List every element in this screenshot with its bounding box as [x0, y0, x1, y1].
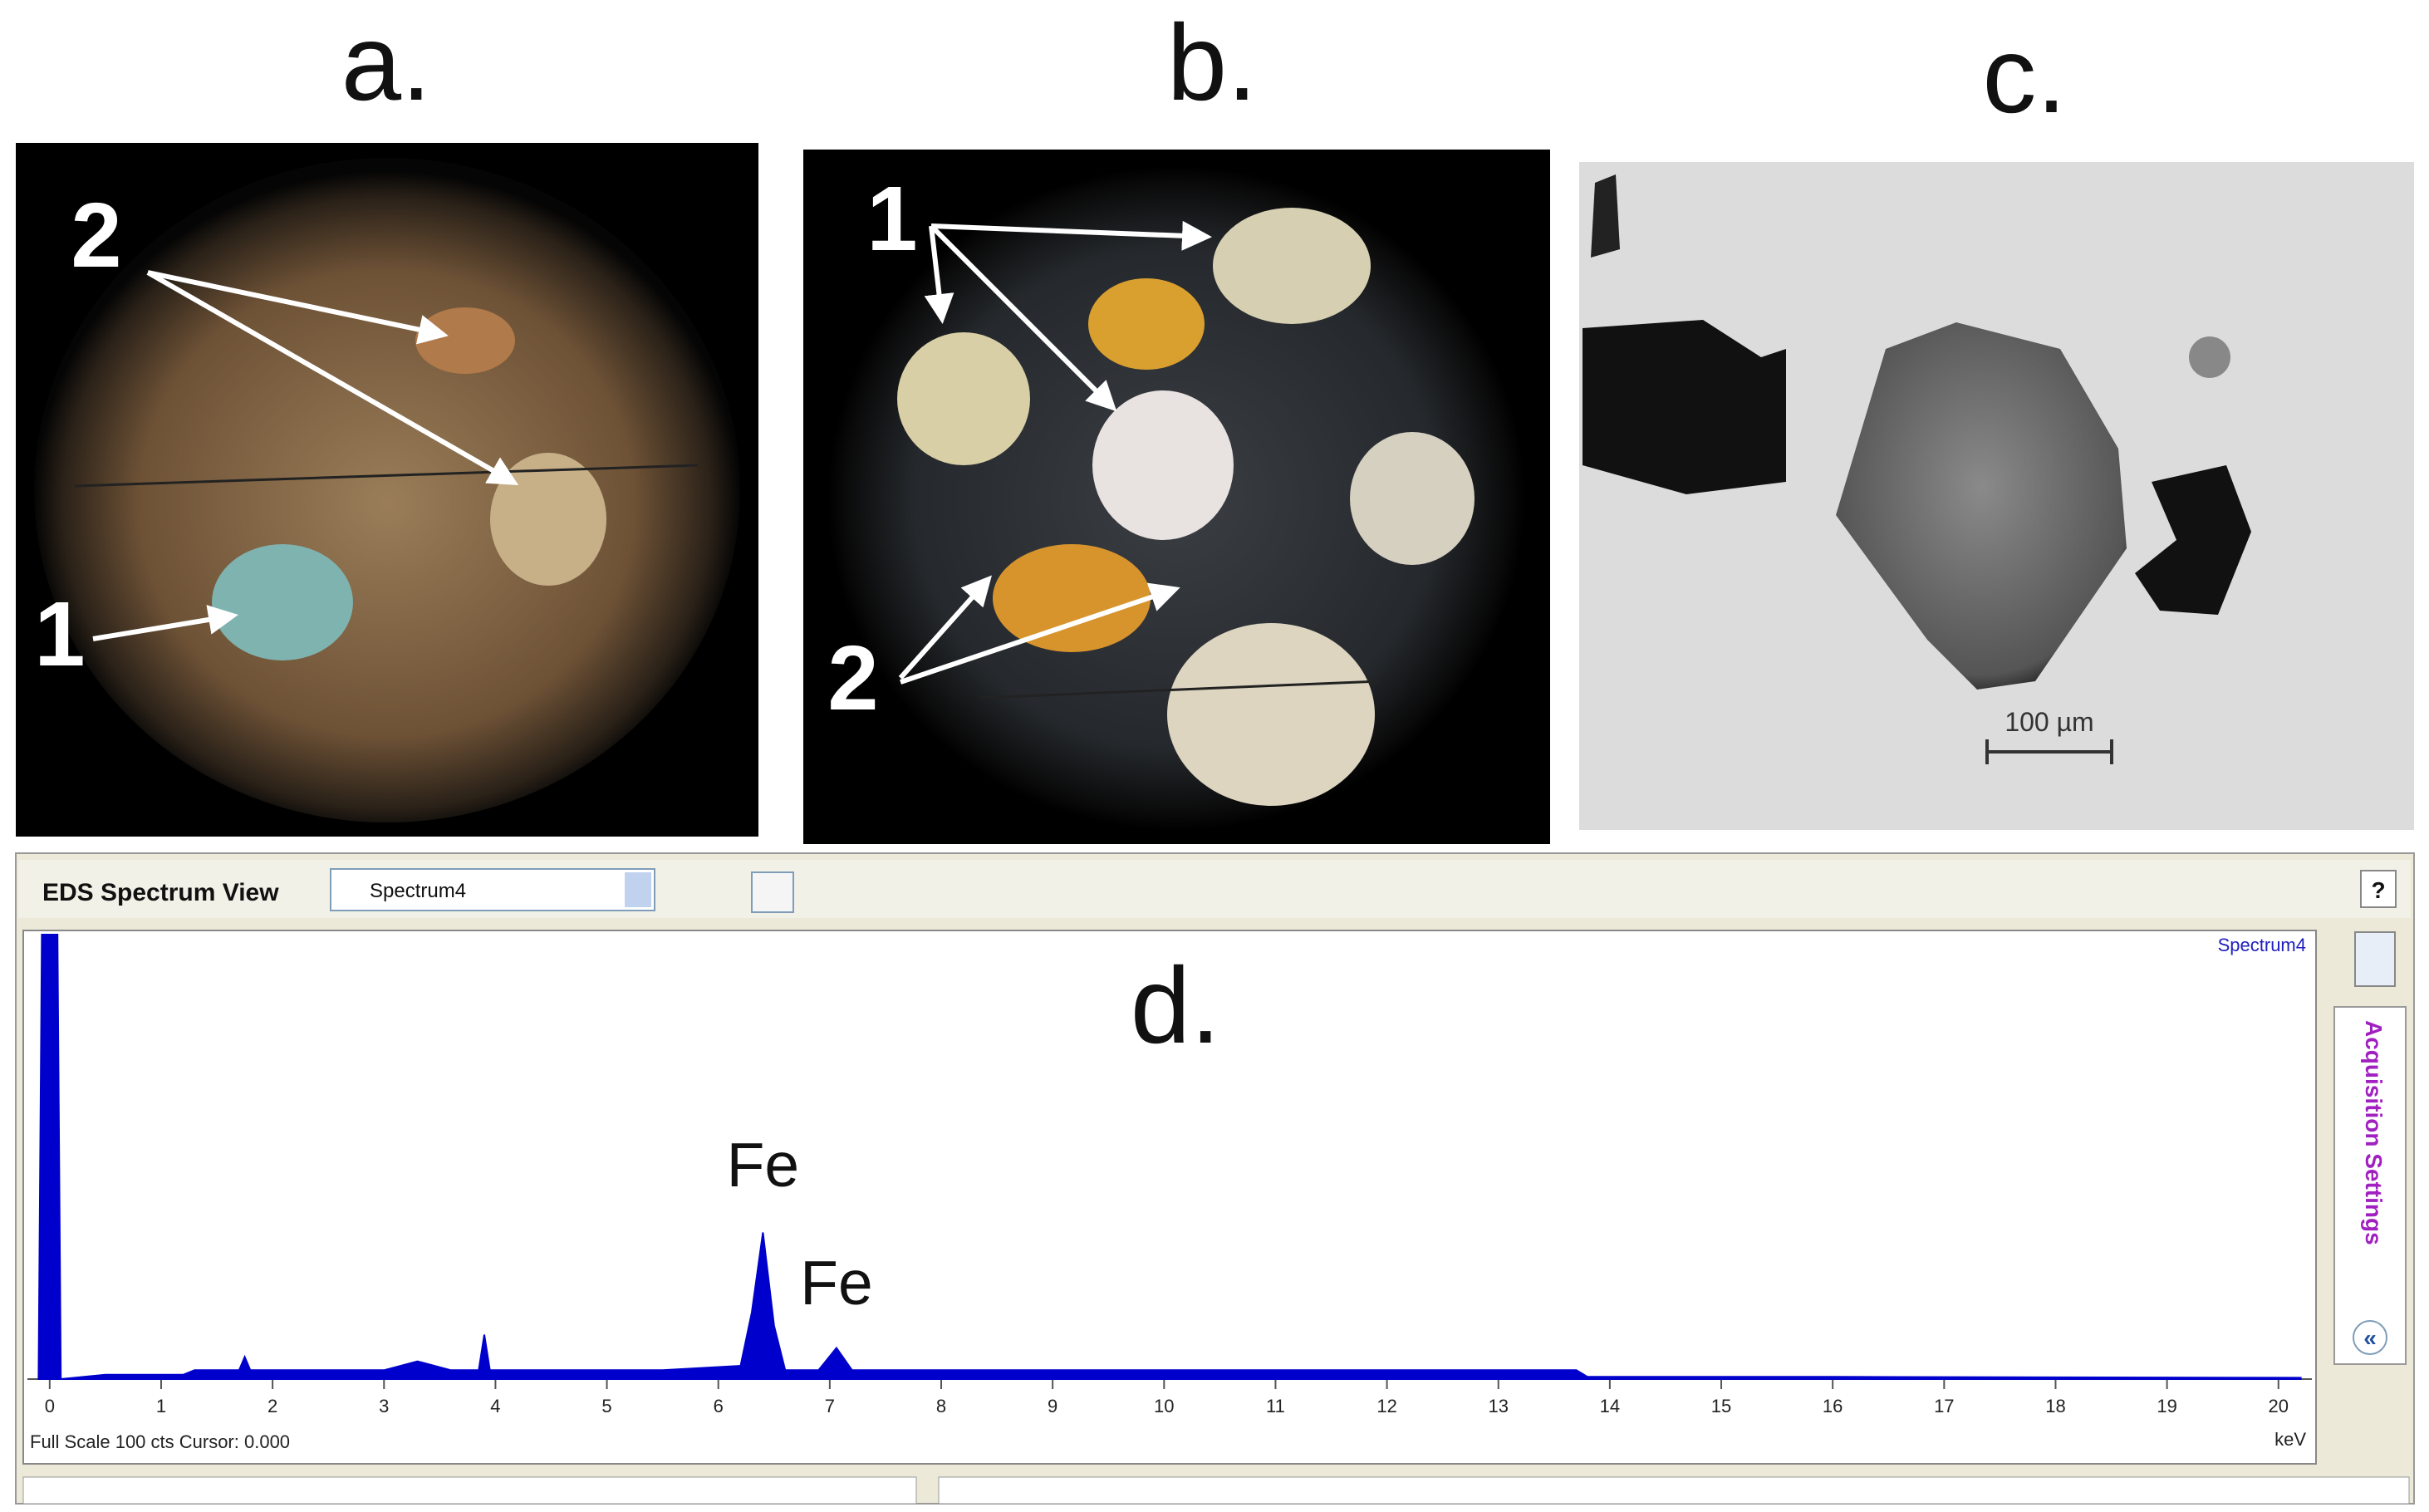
x-tick-label: 16 [1823, 1396, 1843, 1416]
annotation: 2 [827, 627, 878, 729]
x-tick-label: 4 [490, 1396, 500, 1416]
side-tab-label: Acquisition Settings [2361, 1020, 2387, 1245]
x-tick-label: 19 [2157, 1396, 2176, 1416]
x-tick-label: 20 [2269, 1396, 2289, 1416]
side-tab[interactable] [2333, 1006, 2407, 1365]
x-unit: keV [2274, 1429, 2306, 1450]
spectrum-button[interactable] [751, 871, 794, 913]
panel-label: b. [1167, 2, 1257, 123]
micrograph-b: 1 2 [803, 150, 1550, 844]
micrograph-a: 2 1 [16, 143, 758, 837]
window-title: EDS Spectrum View [42, 879, 279, 906]
spectrum-chart: d. Spectrum4 keV 0 1 2 3 4 5 6 7 8 9 10 11 12 13 14 15 1… [27, 934, 2312, 1450]
annotation: 2 [71, 184, 121, 287]
x-tick-label: 14 [1600, 1396, 1620, 1416]
help-button[interactable] [2360, 870, 2397, 908]
x-tick-label: 7 [825, 1396, 835, 1416]
panel-label: a. [341, 2, 431, 123]
x-tick-label: 1 [156, 1396, 166, 1416]
collapse-text: « [2363, 1325, 2377, 1351]
x-tick-label: 11 [1266, 1396, 1285, 1416]
micrograph-c: 100 µm [1579, 162, 2414, 830]
x-tick-label: 5 [601, 1396, 611, 1416]
status: Full Scale 100 cts Cursor: 0.000 [30, 1431, 290, 1452]
x-tick-label: 12 [1376, 1396, 1396, 1416]
peak-label: Fe [727, 1130, 800, 1200]
help-text: ? [2371, 877, 2385, 903]
annotation: 1 [866, 168, 917, 270]
spectrum [37, 934, 2302, 1381]
peak-label: Fe [800, 1248, 873, 1318]
dropdown[interactable] [330, 868, 655, 911]
series-label: Spectrum4 [2218, 935, 2306, 955]
x-tick-label: 8 [936, 1396, 946, 1416]
x-tick-label: 3 [379, 1396, 389, 1416]
panel-label: c. [1982, 14, 2066, 135]
x-tick-label: 2 [267, 1396, 277, 1416]
dropdown-value: Spectrum4 [370, 880, 466, 902]
collapse-button[interactable] [2353, 1320, 2387, 1355]
spectrum-icon[interactable] [2354, 931, 2396, 987]
x-tick-label: 18 [2045, 1396, 2065, 1416]
x-tick-label: 6 [714, 1396, 724, 1416]
x-tick-label: 0 [45, 1396, 55, 1416]
x-tick-label: 10 [1154, 1396, 1174, 1416]
annotation: 1 [34, 583, 85, 685]
scale-bar-label: 100 µm [2005, 707, 2093, 737]
x-tick-label: 17 [1934, 1396, 1954, 1416]
dropdown-button[interactable] [625, 872, 651, 907]
x-tick-label: 13 [1488, 1396, 1508, 1416]
x-tick-label: 9 [1048, 1396, 1057, 1416]
chart-title: d. [1131, 945, 1220, 1066]
x-tick-label: 15 [1711, 1396, 1731, 1416]
